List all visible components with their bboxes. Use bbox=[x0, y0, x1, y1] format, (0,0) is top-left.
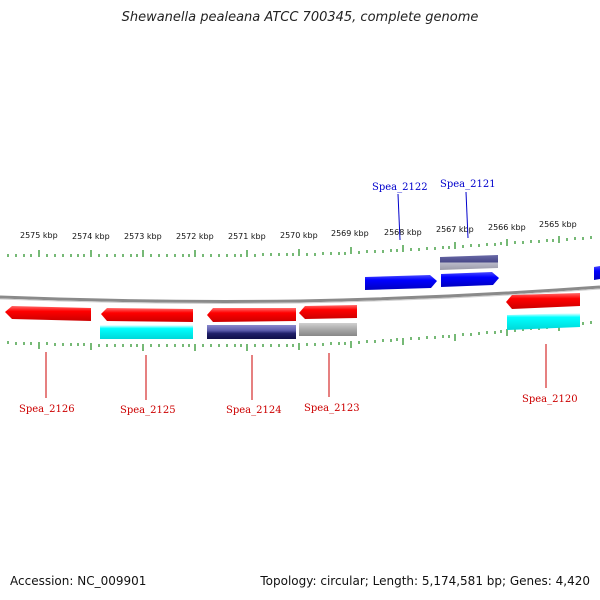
scale-label: 2575 kbp bbox=[20, 231, 58, 240]
gene-spea-2126[interactable] bbox=[5, 306, 91, 321]
upper-tick-track bbox=[7, 236, 592, 257]
scale-label: 2573 kbp bbox=[124, 232, 162, 241]
gene-spea-2120[interactable] bbox=[506, 293, 580, 309]
map-title: Shewanella pealeana ATCC 700345, complet… bbox=[121, 10, 479, 25]
feature-spea-2120 bbox=[507, 313, 580, 330]
scale-label: 2566 kbp bbox=[488, 223, 526, 232]
scale-label: 2565 kbp bbox=[539, 220, 577, 229]
label-spea-2126[interactable]: Spea_2126 bbox=[19, 404, 75, 415]
feature-spea-2125 bbox=[100, 325, 193, 339]
topology-text: Topology: circular; Length: 5,174,581 bp… bbox=[260, 574, 590, 588]
feature-boxes bbox=[100, 313, 580, 339]
label-leader-lines bbox=[45, 191, 547, 400]
reverse-strand-genes bbox=[5, 293, 580, 322]
genome-backbone bbox=[0, 285, 600, 303]
scale-label: 2570 kbp bbox=[280, 231, 318, 240]
feature-spea-2121-upper bbox=[440, 255, 498, 270]
accession-text: Accession: NC_009901 bbox=[10, 574, 147, 588]
label-spea-2124[interactable]: Spea_2124 bbox=[226, 405, 282, 416]
forward-strand-genes bbox=[365, 255, 600, 290]
scale-label: 2569 kbp bbox=[331, 229, 369, 238]
feature-spea-2124 bbox=[207, 325, 296, 339]
lower-tick-track bbox=[7, 321, 592, 351]
feature-spea-2123 bbox=[299, 323, 357, 336]
scale-label: 2567 kbp bbox=[436, 225, 474, 234]
gene-labels: Spea_2126 Spea_2125 Spea_2124 Spea_2123 … bbox=[19, 179, 578, 416]
gene-spea-2125[interactable] bbox=[101, 308, 193, 322]
gene-spea-2124[interactable] bbox=[207, 308, 296, 322]
scale-labels: 2575 kbp 2574 kbp 2573 kbp 2572 kbp 2571… bbox=[20, 220, 577, 241]
scale-label: 2571 kbp bbox=[228, 232, 266, 241]
gene-offscreen-right bbox=[594, 266, 600, 280]
scale-label: 2574 kbp bbox=[72, 232, 110, 241]
gene-spea-2123[interactable] bbox=[299, 305, 357, 319]
gene-spea-2121[interactable] bbox=[441, 272, 499, 287]
label-spea-2120[interactable]: Spea_2120 bbox=[522, 394, 578, 405]
gene-spea-2122[interactable] bbox=[365, 275, 437, 290]
label-spea-2123[interactable]: Spea_2123 bbox=[304, 403, 360, 414]
scale-label: 2568 kbp bbox=[384, 228, 422, 237]
label-spea-2122[interactable]: Spea_2122 bbox=[372, 182, 428, 193]
label-spea-2121[interactable]: Spea_2121 bbox=[440, 179, 496, 190]
scale-label: 2572 kbp bbox=[176, 232, 214, 241]
label-spea-2125[interactable]: Spea_2125 bbox=[120, 405, 176, 416]
